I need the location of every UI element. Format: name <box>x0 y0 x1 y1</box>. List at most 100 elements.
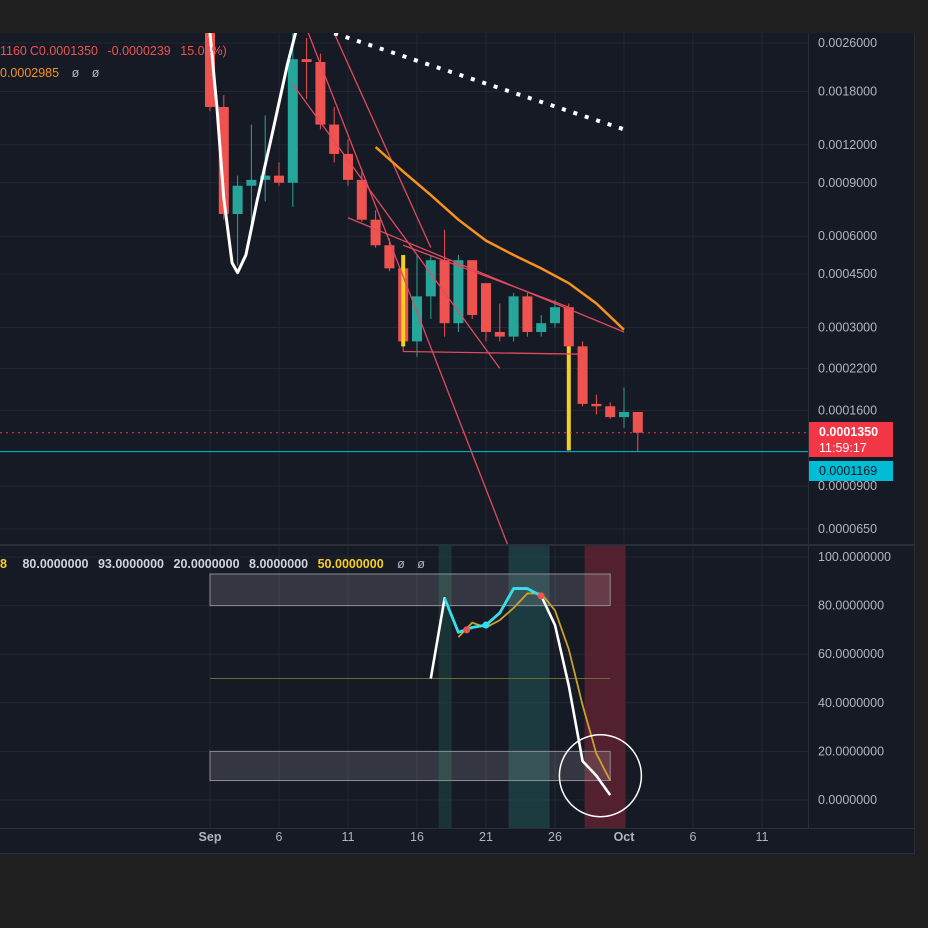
candle-body <box>412 296 422 342</box>
candle-body <box>536 323 547 332</box>
time-tick-label: 16 <box>410 830 424 844</box>
dotted-trendline <box>333 33 625 132</box>
osc-legend-prefix: 8 <box>0 557 7 571</box>
ma-legend-value: 0.0002985 <box>0 66 60 80</box>
circle-annotation <box>558 733 643 818</box>
candle-body <box>205 33 215 107</box>
price-tick-label: 0.0012000 <box>818 138 877 152</box>
candle-body <box>301 59 312 63</box>
candle-body <box>605 406 616 418</box>
line-price-value: 0.0001169 <box>819 464 878 478</box>
price-tick-label: 0.0000650 <box>818 522 877 536</box>
time-tick-label: 11 <box>756 830 769 844</box>
candle-body <box>356 179 367 220</box>
time-tick-label: Sep <box>199 830 222 844</box>
oscillator-legend: 8 80.0000000 93.0000000 20.0000000 8.000… <box>0 557 431 571</box>
legend-prefix: 1160 <box>0 44 27 58</box>
candle-body <box>343 153 353 180</box>
legend-close-label: C <box>29 44 39 58</box>
grid-lines <box>0 33 808 828</box>
price-legend: 1160 C0.0001350 -0.0000239 15.04%) <box>0 44 233 58</box>
trendline <box>402 244 570 308</box>
osc-legend-value-3: 20.0000000 <box>173 557 240 571</box>
trendline <box>333 33 432 248</box>
highlight-wick <box>566 346 571 451</box>
trendline <box>292 83 501 369</box>
countdown-value: 11:59:17 <box>819 441 867 455</box>
osc-legend-null-1: ø <box>397 557 405 571</box>
osc-legend-value-1: 80.0000000 <box>22 557 89 571</box>
candle-body <box>619 411 629 418</box>
candle-body <box>370 219 381 246</box>
line-price-tag: 0.0001169 <box>809 461 893 481</box>
candle-body <box>384 245 395 269</box>
chart-canvas[interactable]: 0.0026000 0.0018000 0.0012000 0.0009000 0.00… <box>0 33 914 853</box>
ma-legend-null-2: ø <box>91 66 100 80</box>
chart-frame[interactable]: 0.0026000 0.0018000 0.0012000 0.0009000 0.00… <box>0 33 915 854</box>
candle-body <box>632 411 643 433</box>
osc-legend-null-2: ø <box>417 557 425 571</box>
osc-tick-label: 100.0000000 <box>818 550 891 564</box>
trendline <box>307 33 509 544</box>
candle-body <box>246 179 257 186</box>
price-tick-label: 0.0009000 <box>818 176 877 190</box>
price-tick-label: 0.0002200 <box>818 361 877 375</box>
osc-legend-highlight: 50.0000000 <box>317 557 384 571</box>
oscillator-pane <box>209 546 643 828</box>
cross-dot <box>482 621 490 629</box>
legend-change-pct: 15.04%) <box>180 44 227 58</box>
moving-average-line <box>374 146 625 331</box>
ma-legend: 0.0002985 ø ø <box>0 66 105 80</box>
price-tick-label: 0.0003000 <box>818 321 877 335</box>
price-pane <box>0 33 808 544</box>
candle-body <box>315 62 326 125</box>
time-tick-label: 21 <box>479 830 493 844</box>
trendline <box>347 217 625 333</box>
osc-tick-label: 40.0000000 <box>818 696 884 710</box>
osc-legend-value-4: 8.0000000 <box>249 557 309 571</box>
candle-body <box>591 403 602 407</box>
candle-body <box>218 106 229 215</box>
time-tick-label: Oct <box>614 830 636 844</box>
lower-band <box>209 750 611 782</box>
ma-legend-null-1: ø <box>71 66 80 80</box>
price-tick-label: 0.0026000 <box>818 36 877 50</box>
price-tick-label: 0.0018000 <box>818 84 877 98</box>
candle-body <box>563 307 574 347</box>
osc-tick-label: 20.0000000 <box>818 744 884 758</box>
candle-body <box>550 307 560 324</box>
oscillator-overbought-line <box>443 587 542 634</box>
candle-body <box>453 260 464 324</box>
osc-tick-label: 60.0000000 <box>818 647 884 661</box>
candle-body <box>467 260 478 315</box>
price-tick-label: 0.0001600 <box>818 403 877 417</box>
cross-dot <box>537 592 545 600</box>
candle-body <box>260 175 271 180</box>
upper-band <box>209 573 611 607</box>
candle-body <box>287 59 298 183</box>
last-price-value: 0.0001350 <box>819 425 879 439</box>
candle-body <box>522 296 533 332</box>
candle-body <box>232 185 243 215</box>
price-tick-label: 0.0000900 <box>818 479 877 493</box>
osc-legend-value-2: 93.0000000 <box>97 557 165 571</box>
cross-dot <box>463 626 471 634</box>
time-tick-label: 11 <box>342 830 355 844</box>
last-price-tag: 0.0001350 11:59:17 <box>809 422 893 457</box>
time-tick-label: 6 <box>690 830 697 844</box>
candle-body <box>274 175 284 183</box>
osc-tick-label: 0.0000000 <box>818 793 877 807</box>
candle-body <box>329 124 340 154</box>
price-tick-label: 0.0004500 <box>818 267 877 281</box>
highlight-wick <box>401 255 406 347</box>
candle-body <box>481 283 491 332</box>
trendline <box>403 350 583 355</box>
u-curve <box>208 33 298 275</box>
legend-close-value: 0.0001350 <box>38 44 99 58</box>
candle-body <box>577 346 588 404</box>
legend-change: -0.0000239 <box>107 44 171 58</box>
time-tick-label: 26 <box>548 830 562 844</box>
osc-tick-label: 80.0000000 <box>818 599 884 613</box>
candle-body <box>508 296 519 337</box>
candle-body <box>494 331 505 337</box>
